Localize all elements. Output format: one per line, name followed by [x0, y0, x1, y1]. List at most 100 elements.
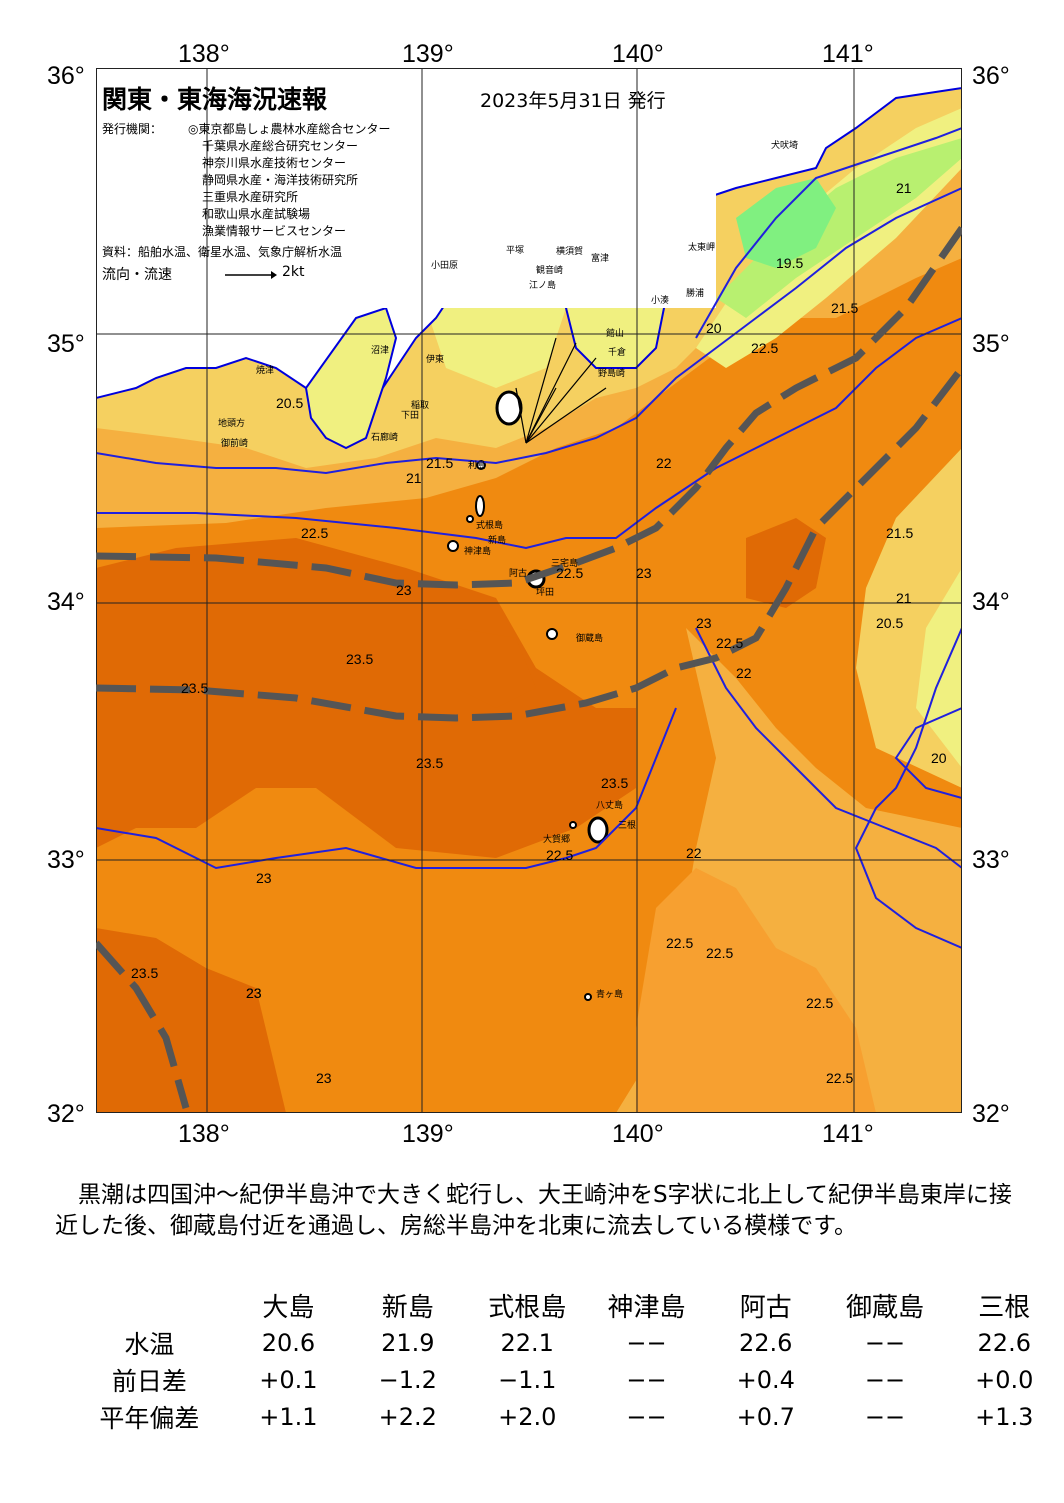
place-label: 江ノ島 — [529, 279, 556, 291]
place-label: 八丈島 — [596, 799, 623, 811]
issuer-6: 和歌山県水産試験場 — [202, 207, 311, 221]
row-label: 平年偏差 — [99, 1403, 200, 1433]
isotherm-label: 23.5 — [601, 775, 628, 791]
place-label: 富津 — [591, 252, 609, 264]
isotherm-label: 23 — [246, 985, 262, 1001]
place-label: 式根島 — [476, 519, 503, 531]
place-label: 阿古 — [509, 567, 527, 579]
row-label: 前日差 — [111, 1366, 187, 1396]
situation-description: 黒潮は四国沖〜紀伊半島沖で大きく蛇行し、大王崎沖をS字状に北上して紀伊半島東岸に… — [55, 1182, 1012, 1239]
table-cell: −− — [626, 1328, 667, 1357]
island-oshima — [495, 390, 523, 426]
lon-tick-bottom-139: 139° — [402, 1120, 454, 1148]
lat-tick-left-34: 34° — [47, 588, 85, 616]
table-cell: +1.1 — [259, 1402, 318, 1431]
place-label: 新島 — [488, 534, 506, 546]
island-niijima — [475, 495, 485, 517]
lat-tick-right-32: 32° — [972, 1100, 1010, 1128]
lon-tick-top-140: 140° — [612, 40, 664, 68]
isotherm-label: 23.5 — [416, 755, 443, 771]
table-cell: 22.1 — [500, 1328, 554, 1357]
isotherm-label: 23.5 — [181, 680, 208, 696]
place-label: 三根 — [618, 819, 636, 831]
isotherm-label: 20.5 — [876, 615, 903, 631]
isotherm-label: 21 — [896, 590, 912, 606]
isotherm-label: 23.5 — [346, 651, 373, 667]
isotherm-label: 23 — [636, 565, 652, 581]
lon-tick-top-141: 141° — [822, 40, 874, 68]
sea-temperature-map: 20.5 21 21.5 22 22.5 23 23.5 19.5 20 21 … — [96, 68, 962, 1113]
place-label: 大賀郷 — [543, 833, 570, 845]
isotherm-label: 22.5 — [301, 525, 328, 541]
isotherm-label: 21 — [896, 180, 912, 196]
isotherm-label-layer: 20.5 21 21.5 22 22.5 23 23.5 19.5 20 21 … — [131, 180, 947, 1086]
place-label: 下田 — [401, 410, 419, 421]
isotherm-label: 22.5 — [751, 340, 778, 356]
table-cell: 22.6 — [739, 1328, 793, 1357]
table-cell: 21.9 — [381, 1328, 435, 1357]
island-hachijojima — [587, 816, 609, 844]
kuroshio-path-north — [96, 225, 962, 589]
lon-tick-top-138: 138° — [178, 40, 230, 68]
isotherm-label: 20 — [931, 750, 947, 766]
lon-tick-bottom-141: 141° — [822, 1120, 874, 1148]
lat-tick-left-32: 32° — [47, 1100, 85, 1128]
table-corner — [70, 1287, 229, 1324]
table-header-row: 大島 新島 式根島 神津島 阿古 御蔵島 三根 — [70, 1287, 1064, 1324]
isotherm-label: 22.5 — [546, 847, 573, 863]
table-cell: −− — [864, 1402, 906, 1431]
isotherm-21-5 — [96, 187, 962, 475]
isotherm-label: 19.5 — [776, 255, 803, 271]
issuer-5: 三重県水産研究所 — [202, 190, 299, 204]
table-cell: +0.7 — [736, 1402, 795, 1431]
isotherm-label: 22.5 — [556, 565, 583, 581]
table-cell: −1.1 — [498, 1365, 557, 1394]
column-header: 三根 — [978, 1293, 1031, 1323]
isotherm-label: 20.5 — [276, 395, 303, 411]
column-header: 大島 — [262, 1293, 315, 1323]
lat-tick-right-33: 33° — [972, 846, 1010, 874]
issuer-2: 千葉県水産総合研究センター — [202, 139, 359, 153]
lat-tick-left-36: 36° — [47, 62, 85, 90]
water-24-core — [96, 538, 636, 858]
table-row: 水温 20.6 21.9 22.1 −− 22.6 −− 22.6 — [70, 1324, 1064, 1361]
isotherm-label: 23.5 — [131, 965, 158, 981]
island-aogashima — [584, 993, 592, 1001]
place-label: 沼津 — [371, 345, 389, 356]
data-source: 資料：船舶水温、衛星水温、気象庁解析水温 — [102, 245, 343, 259]
row-label: 水温 — [124, 1329, 175, 1359]
lat-tick-left-35: 35° — [47, 330, 85, 358]
isotherm-label: 21.5 — [426, 455, 453, 471]
place-label: 焼津 — [256, 365, 274, 376]
isotherm-label: 22.5 — [716, 635, 743, 651]
place-label: 三宅島 — [551, 557, 578, 569]
lat-tick-left-33: 33° — [47, 846, 85, 874]
lat-tick-right-34: 34° — [972, 588, 1010, 616]
isotherm-label: 21 — [406, 470, 422, 486]
lon-tick-top-139: 139° — [402, 40, 454, 68]
map-title: 関東・東海海況速報 — [102, 85, 328, 114]
place-label: 御蔵島 — [576, 632, 603, 644]
lat-tick-right-35: 35° — [972, 330, 1010, 358]
island-kozushima — [447, 540, 459, 552]
isotherm-label: 22.5 — [826, 1070, 853, 1086]
table-cell: +0.0 — [975, 1365, 1034, 1394]
place-label: 勝浦 — [686, 287, 704, 299]
place-label: 野島崎 — [598, 367, 625, 379]
lon-tick-bottom-140: 140° — [612, 1120, 664, 1148]
graticule — [96, 68, 962, 1113]
place-label: 坪田 — [536, 587, 554, 598]
isotherm-23 — [96, 707, 677, 870]
table-row: 平年偏差 +1.1 +2.2 +2.0 −− +0.7 −− +1.3 — [70, 1398, 1064, 1435]
isotherm-22-5 — [96, 317, 962, 550]
issuer-7: 漁業情報サービスセンター — [202, 224, 347, 238]
island-temperature-table: 大島 新島 式根島 神津島 阿古 御蔵島 三根 水温 20.6 21.9 22.… — [70, 1287, 1064, 1435]
place-label: 青ヶ島 — [596, 988, 623, 1000]
water-24-small-patch — [456, 628, 536, 708]
column-header: 神津島 — [607, 1293, 686, 1323]
table-cell: −− — [626, 1365, 667, 1394]
isotherm-20-east — [894, 707, 962, 799]
place-label-layer: 犬吠埼 太東岬 勝浦 小湊 館山 千倉 野島崎 富津 横須賀 観音崎 平塚 小田… — [218, 139, 798, 1000]
flow-legend-scale: 2kt — [282, 264, 305, 280]
water-24-southwest — [96, 928, 286, 1113]
